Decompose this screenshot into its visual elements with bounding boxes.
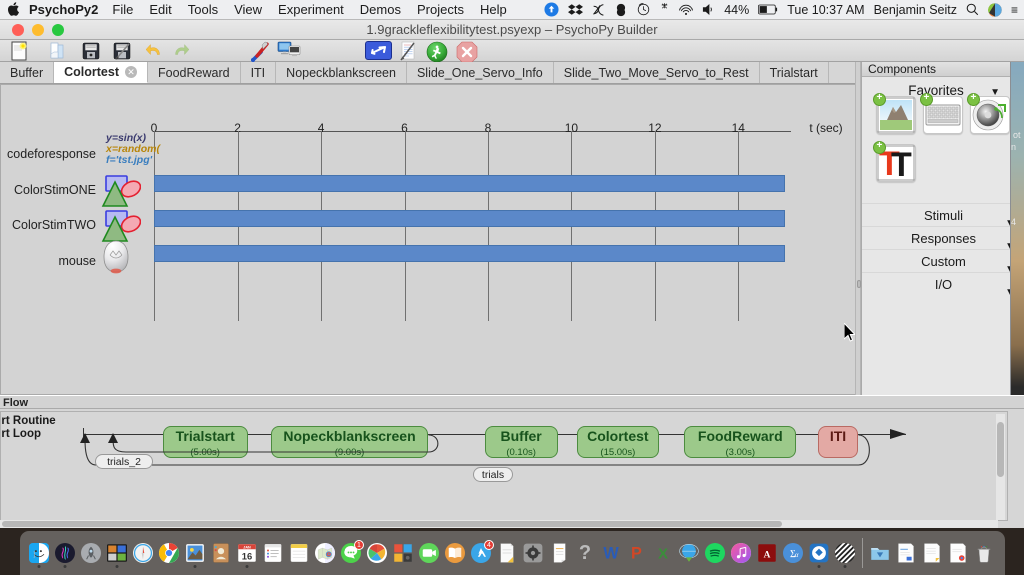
svg-text:T: T [891, 146, 912, 181]
svg-text:16: 16 [242, 551, 252, 561]
svg-text:JAN: JAN [243, 546, 251, 550]
svg-text:W: W [603, 545, 619, 563]
svg-text:A: A [764, 550, 771, 560]
svg-text:X: X [658, 546, 668, 563]
svg-text:P: P [631, 545, 642, 563]
svg-text:α: α [795, 552, 799, 559]
